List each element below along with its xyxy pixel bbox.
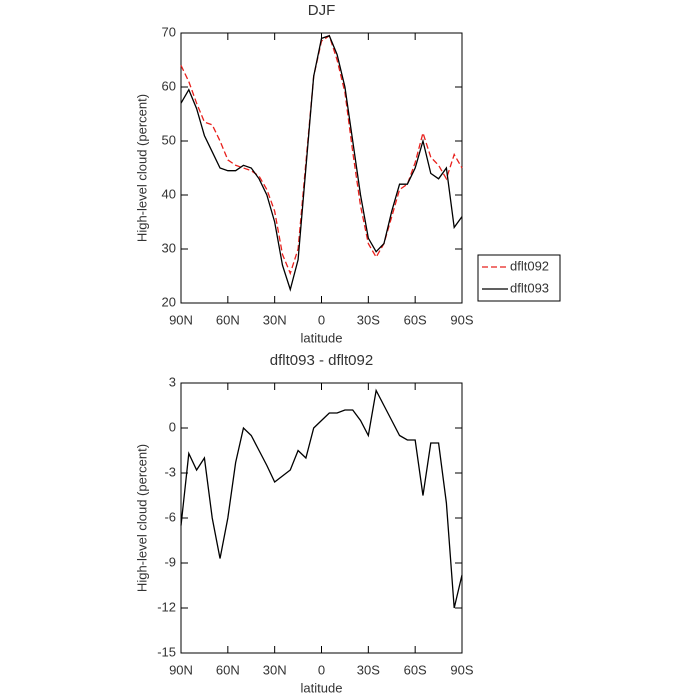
x-tick-label: 0 <box>318 312 325 327</box>
x-tick-label: 30N <box>263 312 287 327</box>
legend-label: dflt092 <box>510 258 549 273</box>
y-tick-label: 70 <box>162 24 176 39</box>
data-line <box>180 34 463 276</box>
legend-box <box>477 254 561 302</box>
x-axis-label: latitude <box>301 330 343 345</box>
chart-title: dflt093 - dflt092 <box>270 352 373 369</box>
x-tick-label: 90S <box>450 312 473 327</box>
data-line <box>180 388 463 609</box>
plot-frame <box>180 32 463 304</box>
legend-label: dflt093 <box>510 280 549 295</box>
y-axis-label: High-level cloud (percent) <box>134 444 149 592</box>
y-tick-label: 20 <box>162 294 176 309</box>
y-tick-label: 3 <box>169 374 176 389</box>
data-line <box>180 34 463 292</box>
x-tick-label: 90N <box>169 312 193 327</box>
y-tick-label: 30 <box>162 240 176 255</box>
y-tick-label: 40 <box>162 186 176 201</box>
x-tick-label: 60N <box>216 312 240 327</box>
x-tick-label: 60S <box>404 662 427 677</box>
y-tick-label: 50 <box>162 132 176 147</box>
x-tick-label: 30S <box>357 312 380 327</box>
y-tick-label: -9 <box>164 554 176 569</box>
x-tick-label: 60S <box>404 312 427 327</box>
x-tick-label: 0 <box>318 662 325 677</box>
y-tick-label: -12 <box>157 599 176 614</box>
x-tick-label: 90N <box>169 662 193 677</box>
y-tick-label: -3 <box>164 464 176 479</box>
x-tick-label: 30N <box>263 662 287 677</box>
plot-frame <box>180 382 463 654</box>
y-tick-label: -6 <box>164 509 176 524</box>
x-tick-label: 90S <box>450 662 473 677</box>
y-axis-label: High-level cloud (percent) <box>134 94 149 242</box>
y-tick-label: 0 <box>169 419 176 434</box>
chart-title: DJF <box>308 2 336 19</box>
x-axis-label: latitude <box>301 680 343 695</box>
x-tick-label: 30S <box>357 662 380 677</box>
y-tick-label: -15 <box>157 644 176 659</box>
y-tick-label: 60 <box>162 78 176 93</box>
x-tick-label: 60N <box>216 662 240 677</box>
